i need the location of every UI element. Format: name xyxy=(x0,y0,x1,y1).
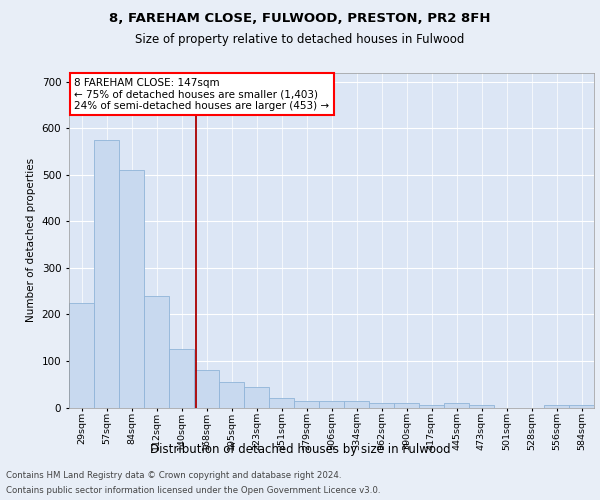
Bar xyxy=(144,296,169,408)
Bar xyxy=(244,386,269,407)
Bar xyxy=(344,400,369,407)
Bar xyxy=(444,403,469,407)
Bar xyxy=(269,398,294,407)
Text: Contains public sector information licensed under the Open Government Licence v3: Contains public sector information licen… xyxy=(6,486,380,495)
Y-axis label: Number of detached properties: Number of detached properties xyxy=(26,158,36,322)
Bar xyxy=(319,400,344,407)
Bar xyxy=(419,405,444,407)
Text: Distribution of detached houses by size in Fulwood: Distribution of detached houses by size … xyxy=(149,442,451,456)
Bar xyxy=(394,403,419,407)
Bar xyxy=(69,303,94,408)
Bar xyxy=(94,140,119,407)
Bar xyxy=(569,405,594,407)
Text: Size of property relative to detached houses in Fulwood: Size of property relative to detached ho… xyxy=(136,32,464,46)
Bar xyxy=(294,400,319,407)
Text: 8 FAREHAM CLOSE: 147sqm
← 75% of detached houses are smaller (1,403)
24% of semi: 8 FAREHAM CLOSE: 147sqm ← 75% of detache… xyxy=(74,78,329,110)
Bar xyxy=(169,350,194,408)
Bar xyxy=(469,405,494,407)
Bar xyxy=(194,370,219,408)
Bar xyxy=(369,403,394,407)
Text: Contains HM Land Registry data © Crown copyright and database right 2024.: Contains HM Land Registry data © Crown c… xyxy=(6,471,341,480)
Bar xyxy=(119,170,144,408)
Bar xyxy=(544,405,569,407)
Bar xyxy=(219,382,244,407)
Text: 8, FAREHAM CLOSE, FULWOOD, PRESTON, PR2 8FH: 8, FAREHAM CLOSE, FULWOOD, PRESTON, PR2 … xyxy=(109,12,491,26)
